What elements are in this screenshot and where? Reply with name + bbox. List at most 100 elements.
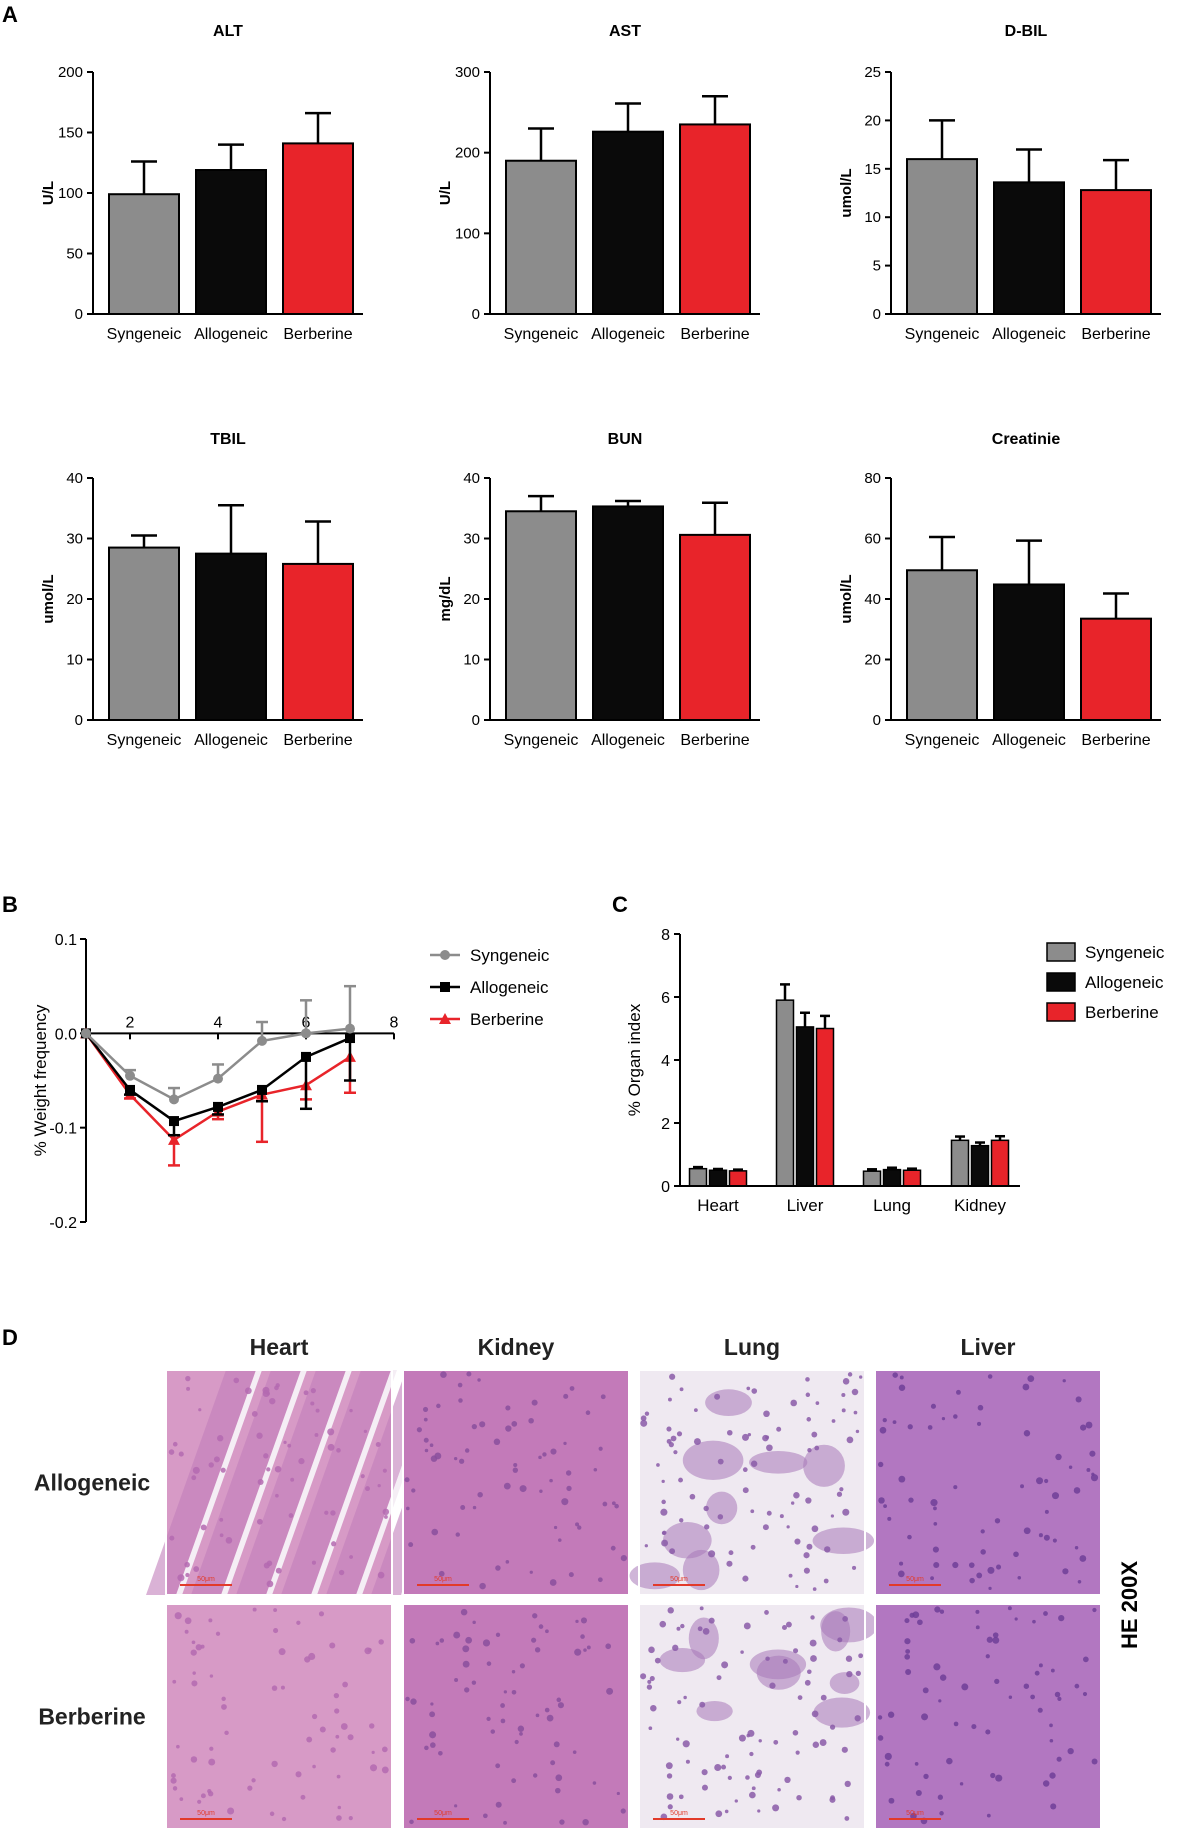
nucleus (495, 1632, 501, 1637)
y-tick-label: 100 (455, 225, 480, 242)
nucleus (904, 1638, 911, 1645)
nucleus (704, 1524, 710, 1530)
nucleus (805, 1377, 810, 1382)
tissue-septum (629, 1562, 680, 1590)
nucleus (336, 1815, 342, 1821)
nucleus (669, 1373, 676, 1380)
nucleus (933, 1561, 940, 1569)
nucleus (495, 1763, 501, 1769)
nucleus (482, 1639, 491, 1647)
nucleus (424, 1448, 429, 1453)
nucleus (327, 1443, 335, 1451)
nucleus (257, 1478, 264, 1485)
nucleus (215, 1631, 221, 1636)
x-tick-label: Berberine (680, 732, 749, 749)
nucleus (985, 1654, 990, 1659)
chart-title: TBIL (210, 431, 246, 448)
nucleus (531, 1399, 538, 1406)
nucleus (678, 1477, 683, 1483)
nucleus (602, 1501, 608, 1507)
nucleus (804, 1679, 811, 1686)
nucleus (406, 1506, 410, 1511)
nucleus (796, 1794, 802, 1801)
nucleus (811, 1710, 819, 1718)
y-tick-label: 300 (455, 64, 480, 81)
group-kidney: Kidney (950, 1134, 1010, 1215)
nucleus (1091, 1472, 1095, 1476)
nucleus (544, 1707, 550, 1713)
chart-ast: AST U/L Syngeneic Allogeneic Berberine 0 100 20… (437, 23, 760, 343)
nucleus (859, 1375, 863, 1379)
nucleus (990, 1772, 996, 1779)
nucleus (939, 1674, 947, 1681)
bar-syngeneic (108, 193, 180, 316)
nucleus (851, 1565, 857, 1570)
y-tick-label: 0 (661, 1179, 670, 1196)
nucleus (738, 1734, 746, 1742)
nucleus (648, 1726, 653, 1731)
nucleus (907, 1534, 912, 1540)
nucleus (546, 1714, 554, 1722)
nucleus (220, 1467, 226, 1473)
nucleus (472, 1505, 477, 1510)
legend-item-berberine: Berberine (1046, 1002, 1159, 1022)
nucleus (672, 1644, 679, 1652)
nucleus (1050, 1803, 1057, 1810)
nucleus (471, 1424, 477, 1430)
nucleus (168, 1449, 175, 1455)
nucleus (620, 1554, 627, 1562)
nucleus (179, 1797, 184, 1802)
y-axis-label: umol/L (40, 574, 57, 623)
x-tick-label: 8 (390, 1014, 399, 1031)
nucleus (841, 1746, 848, 1753)
nucleus (178, 1451, 184, 1457)
x-tick-label: Allogeneic (992, 732, 1066, 749)
nucleus (660, 1508, 668, 1516)
micrograph-border (402, 1603, 630, 1830)
x-tick-label: 4 (214, 1014, 223, 1031)
data-point (345, 1023, 355, 1034)
tissue-septum (663, 1521, 712, 1559)
chart-title: ALT (213, 23, 243, 40)
micrograph-border (874, 1603, 1102, 1830)
nucleus (910, 1812, 917, 1820)
bar-syngeneic (688, 1167, 708, 1187)
chart-alt: ALT U/L Syngeneic Allogeneic Berberine 0 50 100… (40, 23, 363, 343)
legend-swatch (1046, 1002, 1076, 1022)
nucleus (172, 1441, 178, 1447)
y-tick-label: 10 (864, 209, 881, 226)
nucleus (1023, 1683, 1030, 1689)
x-tick-label: Allogeneic (194, 326, 268, 343)
nucleus (701, 1784, 708, 1791)
nucleus (715, 1810, 723, 1818)
legend-label: Allogeneic (470, 978, 549, 997)
nucleus (781, 1624, 788, 1631)
data-point (257, 1035, 267, 1046)
nucleus (842, 1378, 850, 1385)
nucleus (336, 1448, 341, 1453)
nucleus (529, 1570, 533, 1574)
nucleus (908, 1497, 914, 1503)
nucleus (490, 1729, 496, 1734)
y-tick-label: 80 (864, 470, 881, 487)
nucleus (765, 1656, 770, 1661)
nucleus (1007, 1606, 1012, 1611)
bar-syngeneic (505, 510, 577, 721)
y-tick-label: -0.2 (49, 1215, 77, 1232)
legend-marker (440, 982, 450, 992)
nucleus (453, 1631, 461, 1639)
nucleus (1080, 1424, 1087, 1431)
nucleus (549, 1579, 557, 1586)
nucleus (597, 1577, 603, 1583)
nucleus (330, 1747, 336, 1753)
y-tick-label: -0.1 (49, 1121, 77, 1138)
nucleus (811, 1431, 818, 1438)
legend-label: Syngeneic (470, 946, 550, 965)
nucleus (763, 1410, 770, 1418)
data-point (301, 1051, 311, 1062)
nucleus (348, 1816, 353, 1821)
y-tick-label: 0.1 (55, 932, 77, 949)
micrograph-allogeneic-kidney: 50μm (402, 1369, 630, 1596)
nucleus (266, 1467, 271, 1472)
nucleus (190, 1649, 197, 1656)
